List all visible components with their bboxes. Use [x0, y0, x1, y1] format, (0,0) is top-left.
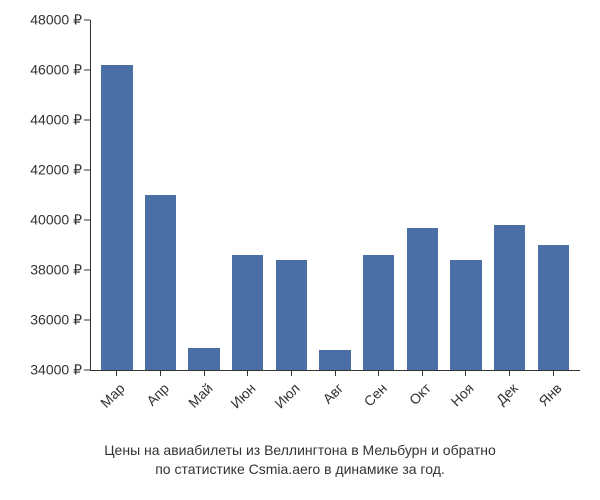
x-tick-label: Окт — [406, 380, 434, 408]
x-tick-label: Дек — [493, 380, 521, 408]
x-tick-mark — [291, 370, 292, 376]
bar — [232, 255, 263, 370]
x-tick-label: Июн — [228, 380, 259, 411]
x-tick-mark — [247, 370, 248, 376]
chart-caption: Цены на авиабилеты из Веллингтона в Мель… — [20, 441, 580, 480]
bar — [276, 260, 307, 370]
y-tick-label: 40000 ₽ — [30, 212, 82, 229]
x-tick-label: Ноя — [448, 380, 477, 409]
bars-group — [90, 20, 580, 370]
bar-wrapper — [95, 20, 139, 370]
bar — [450, 260, 481, 370]
x-tick-label: Апр — [143, 380, 172, 409]
y-tick-label: 46000 ₽ — [30, 62, 82, 79]
x-tick-mark — [335, 370, 336, 376]
bar-wrapper — [313, 20, 357, 370]
plot-area — [90, 20, 580, 370]
bar-wrapper — [444, 20, 488, 370]
y-tick-label: 42000 ₽ — [30, 162, 82, 179]
caption-line1: Цены на авиабилеты из Веллингтона в Мель… — [104, 442, 496, 458]
x-tick-mark — [465, 370, 466, 376]
x-tick-label: Авг — [320, 380, 347, 407]
bar-wrapper — [182, 20, 226, 370]
y-tick-label: 34000 ₽ — [30, 362, 82, 379]
bar-wrapper — [270, 20, 314, 370]
caption-line2: по статистике Csmia.aero в динамике за г… — [155, 461, 445, 477]
x-tick-label: Мар — [97, 380, 128, 411]
bar-wrapper — [139, 20, 183, 370]
x-tick-mark — [422, 370, 423, 376]
y-tick-label: 44000 ₽ — [30, 112, 82, 129]
y-tick-label: 38000 ₽ — [30, 262, 82, 279]
bar — [538, 245, 569, 370]
bar — [188, 348, 219, 371]
bar — [494, 225, 525, 370]
x-tick-label: Янв — [535, 380, 564, 409]
y-tick-label: 36000 ₽ — [30, 312, 82, 329]
bar — [407, 228, 438, 371]
bar — [363, 255, 394, 370]
x-tick-mark — [553, 370, 554, 376]
x-tick-label: Июл — [271, 380, 302, 411]
bar-wrapper — [226, 20, 270, 370]
bar-wrapper — [531, 20, 575, 370]
x-axis: Мар Апр Май Июн Июл Авг Сен Окт Ноя Дек Янв — [90, 370, 580, 430]
x-tick-label: Май — [185, 380, 216, 411]
x-tick-label: Сен — [361, 380, 390, 409]
bar — [319, 350, 350, 370]
x-tick-mark — [378, 370, 379, 376]
x-tick-mark — [160, 370, 161, 376]
bar-wrapper — [488, 20, 532, 370]
y-axis: 34000 ₽36000 ₽38000 ₽40000 ₽42000 ₽44000… — [0, 20, 90, 370]
bar-wrapper — [357, 20, 401, 370]
x-tick-mark — [204, 370, 205, 376]
y-tick-label: 48000 ₽ — [30, 12, 82, 29]
bar — [101, 65, 132, 370]
price-chart: 34000 ₽ 36000 ₽ 38000 ₽ 40000 ₽ 42000 ₽ 44000… — [0, 0, 600, 500]
x-tick-mark — [116, 370, 117, 376]
x-tick-mark — [509, 370, 510, 376]
bar-wrapper — [400, 20, 444, 370]
bar — [145, 195, 176, 370]
